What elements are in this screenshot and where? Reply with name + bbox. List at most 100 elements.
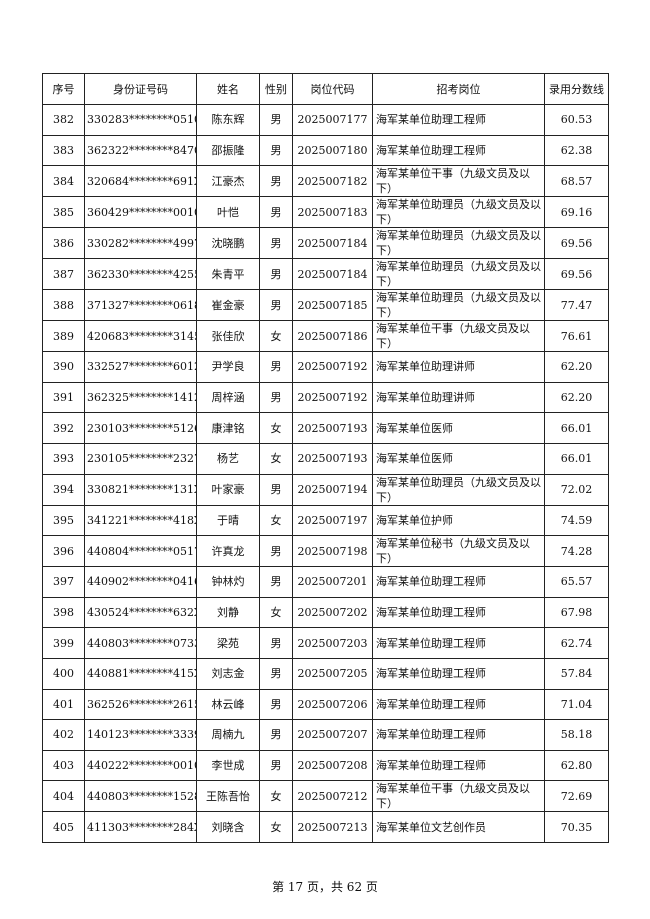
table-cell: 396 (42, 535, 85, 568)
table-cell: 62.20 (544, 351, 609, 383)
table-cell: 320684********691X (84, 165, 197, 198)
table-row: 401 362526********2615 林云峰男 2025007206 海军某单位… (42, 688, 609, 721)
table-cell: 男 (259, 351, 293, 383)
table-cell: 400 (42, 657, 85, 690)
table-row: 393 230105********2327 杨艺女 2025007193 海军某单位医… (42, 442, 609, 475)
table-cell: 411303********284X (84, 811, 197, 843)
table-cell: 62.74 (544, 627, 609, 659)
table-cell: 海军某单位助理工程师 (372, 566, 545, 598)
table-cell: 2025007206 (292, 688, 373, 721)
table-cell: 67.98 (544, 596, 609, 629)
table-cell: 刘静 (196, 596, 260, 629)
table-cell: 海军某单位助理员（九级文员及以下） (372, 473, 545, 506)
table-cell: 66.01 (544, 442, 609, 475)
table-cell: 440804********0517 (84, 535, 197, 568)
header-cell: 序号 (42, 73, 85, 105)
table-cell: 男 (259, 688, 293, 721)
table-cell: 男 (259, 473, 293, 506)
table-cell: 海军某单位助理工程师 (372, 104, 545, 136)
header-cell: 招考岗位 (372, 73, 545, 105)
table-cell: 崔金豪 (196, 289, 260, 322)
table-cell: 389 (42, 320, 85, 353)
table-cell: 330821********131X (84, 473, 197, 506)
table-cell: 69.56 (544, 227, 609, 260)
table-row: 391 362325********1412 周梓涵男 2025007192 海军某单位… (42, 381, 609, 414)
header-cell: 录用分数线 (544, 73, 609, 105)
table-cell: 王陈吾怡 (196, 780, 260, 813)
table-cell: 401 (42, 688, 85, 721)
table-cell: 68.57 (544, 165, 609, 198)
table-cell: 69.16 (544, 196, 609, 229)
table-cell: 男 (259, 657, 293, 690)
table-row: 388 371327********0618 崔金豪男 2025007185 海军某单位… (42, 289, 609, 322)
table-cell: 2025007201 (292, 566, 373, 598)
page-footer: 第 17 页，共 62 页 (272, 880, 378, 894)
table-row: 402 140123********3339 周楠九男 2025007207 海军某单位… (42, 719, 609, 751)
table-cell: 398 (42, 596, 85, 629)
table-cell: 刘晓含 (196, 811, 260, 843)
table-cell: 62.80 (544, 749, 609, 782)
table-cell: 女 (259, 596, 293, 629)
table-cell: 杨艺 (196, 442, 260, 475)
table-cell: 海军某单位文艺创作员 (372, 811, 545, 843)
table-cell: 女 (259, 811, 293, 843)
table-cell: 2025007213 (292, 811, 373, 843)
table-cell: 女 (259, 320, 293, 353)
table-cell: 57.84 (544, 657, 609, 690)
table-cell: 362526********2615 (84, 688, 197, 721)
table-cell: 刘志金 (196, 657, 260, 690)
table-cell: 62.38 (544, 134, 609, 167)
table-cell: 382 (42, 104, 85, 136)
table-cell: 海军某单位医师 (372, 412, 545, 444)
table-cell: 女 (259, 780, 293, 813)
table-cell: 海军某单位助理讲师 (372, 351, 545, 383)
table-cell: 387 (42, 258, 85, 291)
table-cell: 海军某单位助理讲师 (372, 381, 545, 414)
table-cell: 男 (259, 196, 293, 229)
table-cell: 叶恺 (196, 196, 260, 229)
table-cell: 332527********6012 (84, 351, 197, 383)
table-cell: 440803********0733 (84, 627, 197, 659)
table-row: 389 420683********3145 张佳欣女 2025007186 海军某单位… (42, 320, 609, 353)
table-row: 403 440222********0010 李世成男 2025007208 海军某单位… (42, 749, 609, 782)
table-cell: 2025007183 (292, 196, 373, 229)
table-cell: 海军某单位助理工程师 (372, 719, 545, 751)
table-cell: 405 (42, 811, 85, 843)
table-cell: 65.57 (544, 566, 609, 598)
table-cell: 朱青平 (196, 258, 260, 291)
table-cell: 403 (42, 749, 85, 782)
table-cell: 海军某单位助理员（九级文员及以下） (372, 258, 545, 291)
table-cell: 男 (259, 381, 293, 414)
table-row: 399 440803********0733 梁苑男 2025007203 海军某单位助… (42, 627, 609, 659)
table-cell: 391 (42, 381, 85, 414)
table-cell: 2025007180 (292, 134, 373, 167)
table-cell: 男 (259, 165, 293, 198)
table-cell: 440222********0010 (84, 749, 197, 782)
table-row: 390 332527********6012 尹学良男 2025007192 海军某单位… (42, 351, 609, 383)
table-cell: 74.28 (544, 535, 609, 568)
table-cell: 362322********8470 (84, 134, 197, 167)
table-cell: 77.47 (544, 289, 609, 322)
table-cell: 386 (42, 227, 85, 260)
table-row: 397 440902********0416 钟林灼男 2025007201 海军某单位… (42, 566, 609, 598)
score-table: 序号 身份证号码 姓名 性别 岗位代码 招考岗位 录用分数线 382 330283******… (42, 73, 609, 843)
table-cell: 394 (42, 473, 85, 506)
table-cell: 2025007184 (292, 227, 373, 260)
header-cell: 身份证号码 (84, 73, 197, 105)
table-cell: 男 (259, 227, 293, 260)
header-row: 序号 身份证号码 姓名 性别 岗位代码 招考岗位 录用分数线 (42, 73, 609, 105)
table-cell: 海军某单位助理员（九级文员及以下） (372, 289, 545, 322)
table-row: 404 440803********1528 王陈吾怡女 2025007212 海军某单… (42, 780, 609, 813)
table-row: 383 362322********8470 邵振隆男 2025007180 海军某单位… (42, 134, 609, 167)
table-cell: 2025007212 (292, 780, 373, 813)
table-cell: 440803********1528 (84, 780, 197, 813)
table-cell: 230103********5126 (84, 412, 197, 444)
table-cell: 420683********3145 (84, 320, 197, 353)
table-cell: 60.53 (544, 104, 609, 136)
table-row: 384 320684********691X 江豪杰男 2025007182 海军某单位… (42, 165, 609, 198)
table-cell: 陈东辉 (196, 104, 260, 136)
table-row: 386 330282********4997 沈晓鹏男 2025007184 海军某单位… (42, 227, 609, 260)
table-cell: 邵振隆 (196, 134, 260, 167)
table-cell: 沈晓鹏 (196, 227, 260, 260)
